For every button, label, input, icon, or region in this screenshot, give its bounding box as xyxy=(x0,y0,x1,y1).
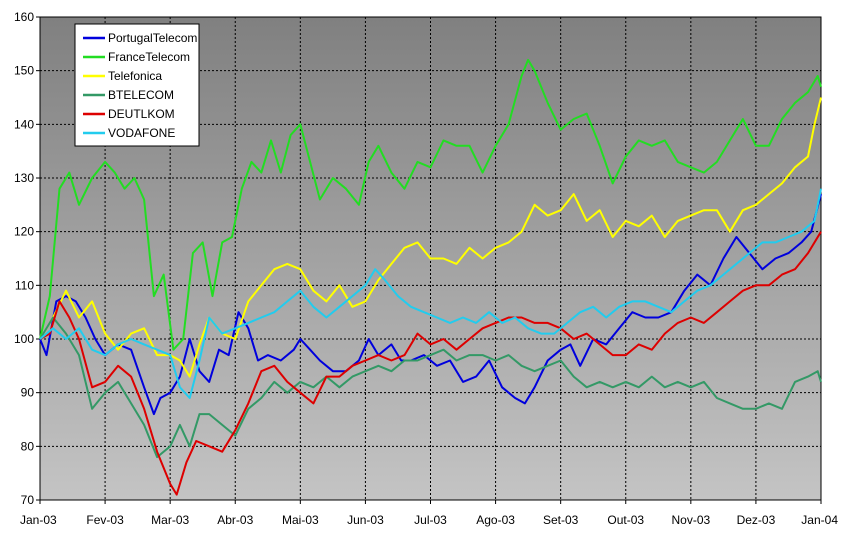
series-line-vodafone xyxy=(39,188,822,399)
x-tick-label: Jun-03 xyxy=(347,513,384,527)
legend-label: PortugalTelecom xyxy=(108,31,197,45)
y-tick-label: 150 xyxy=(14,64,34,78)
legend-label: FranceTelecom xyxy=(108,50,190,64)
y-tick-label: 140 xyxy=(14,117,34,131)
x-tick-label: Set-03 xyxy=(543,513,579,527)
y-tick-label: 160 xyxy=(14,10,34,24)
plot-border xyxy=(39,16,822,501)
x-tick-label: Fev-03 xyxy=(86,513,124,527)
x-tick-label: Out-03 xyxy=(607,513,644,527)
legend-box xyxy=(74,23,200,147)
legend-label: Telefonica xyxy=(108,69,162,83)
x-tick-label: Jan-04 xyxy=(801,513,838,527)
y-tick-label: 80 xyxy=(21,439,35,453)
y-tick-label: 110 xyxy=(15,278,34,292)
x-tick-label: Mai-03 xyxy=(282,513,319,527)
x-tick-label: Jul-03 xyxy=(414,513,447,527)
legend-label: DEUTLKOM xyxy=(108,107,175,121)
series-line-btelecom xyxy=(39,316,822,459)
series-line-deutlkom xyxy=(39,231,822,496)
series-line-telefonica xyxy=(39,97,822,378)
series-line-francetelecom xyxy=(39,58,822,351)
series-line-portugaltelecom xyxy=(39,193,822,416)
x-tick-label: Mar-03 xyxy=(151,513,189,527)
x-tick-label: Ago-03 xyxy=(476,513,515,527)
legend-label: VODAFONE xyxy=(108,126,175,140)
axes: 70 80 90 100 110 120 130 140 150 160 Jan-03 Fev-03 M… xyxy=(14,10,838,527)
y-tick-label: 90 xyxy=(21,386,35,400)
x-tick-label: Nov-03 xyxy=(671,513,710,527)
y-tick-label: 120 xyxy=(14,225,34,239)
x-tick-label: Dez-03 xyxy=(737,513,776,527)
legend-label: BTELECOM xyxy=(108,88,174,102)
x-tick-label: Jan-03 xyxy=(20,513,57,527)
x-tick-label: Abr-03 xyxy=(217,513,253,527)
series-lines xyxy=(39,58,822,496)
y-tick-label: 130 xyxy=(14,171,34,185)
y-tick-label: 70 xyxy=(21,493,35,507)
y-tick-label: 100 xyxy=(14,332,34,346)
legend: PortugalTelecom FranceTelecom Telefonica BT… xyxy=(74,23,200,147)
